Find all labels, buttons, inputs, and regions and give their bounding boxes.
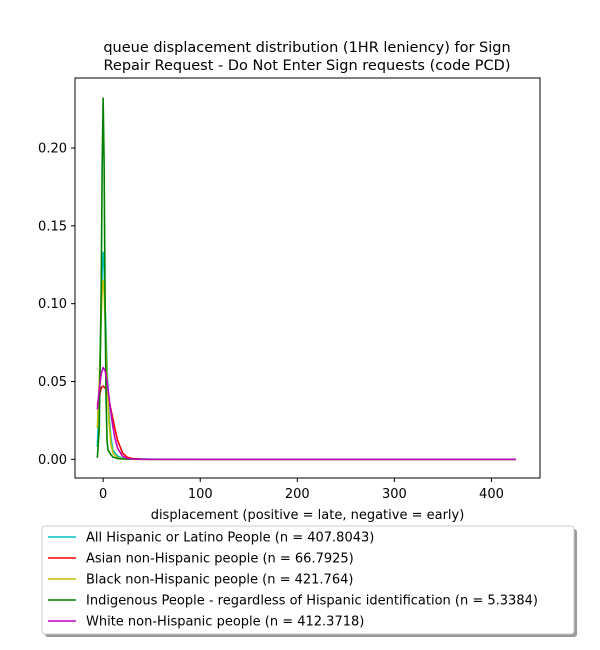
x-tick-label: 400 — [479, 487, 504, 502]
chart-title-line: queue displacement distribution (1HR len… — [103, 40, 510, 56]
legend-label-3: Indigenous People - regardless of Hispan… — [86, 594, 538, 609]
x-tick-label: 200 — [285, 487, 310, 502]
series-line-3 — [96, 97, 516, 461]
y-axis-ticks: 0.00 0.05 0.10 0.15 0.20 — [38, 142, 75, 468]
x-axis-ticks: 0 100 200 300 400 — [99, 478, 504, 502]
series-line-2 — [96, 279, 516, 461]
series-lines — [96, 97, 516, 461]
y-tick-label: 0.10 — [38, 297, 67, 312]
series-line-4 — [96, 366, 516, 461]
legend-label-1: Asian non-Hispanic people (n = 66.7925) — [86, 552, 354, 567]
series-line-1 — [96, 385, 516, 461]
y-tick-label: 0.20 — [38, 142, 67, 157]
legend-label-4: White non-Hispanic people (n = 412.3718) — [86, 615, 364, 630]
chart-title-line: Repair Request - Do Not Enter Sign reque… — [103, 58, 510, 74]
x-tick-label: 300 — [382, 487, 407, 502]
legend-box — [41, 525, 575, 635]
y-tick-label: 0.05 — [38, 375, 67, 390]
chart-title: queue displacement distribution (1HR len… — [103, 40, 510, 74]
series-line-0 — [96, 251, 516, 461]
legend-label-0: All Hispanic or Latino People (n = 407.8… — [86, 531, 374, 546]
x-tick-label: 0 — [99, 487, 107, 502]
legend: All Hispanic or Latino People (n = 407.8… — [41, 525, 577, 637]
y-tick-label: 0.00 — [38, 453, 67, 468]
legend-label-2: Black non-Hispanic people (n = 421.764) — [86, 573, 353, 588]
plot-frame — [74, 77, 541, 479]
y-tick-label: 0.15 — [38, 219, 67, 234]
x-tick-label: 100 — [188, 487, 213, 502]
x-axis-label: displacement (positive = late, negative … — [151, 508, 465, 523]
